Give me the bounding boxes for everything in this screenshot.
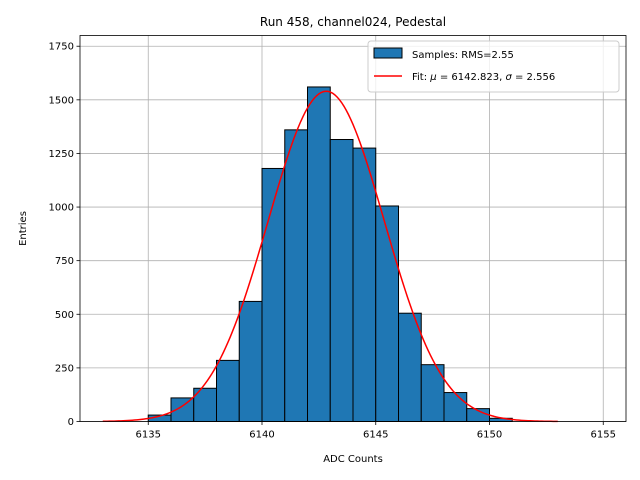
y-tick-label: 250 [55,363,74,374]
axes-frame [79,35,627,422]
x-tick-label: 6150 [477,430,502,441]
legend-fit-prefix: Fit: [412,72,430,83]
legend-fit-label: Fit: μ = 6142.823, σ = 2.556 [412,72,555,83]
x-tick-label: 6140 [249,430,274,441]
histogram-bar [352,147,377,422]
x-axis-label: ADC Counts [323,454,383,465]
histogram-bar [238,300,263,422]
y-tick-label: 1500 [49,95,74,106]
legend-box [367,40,620,93]
histogram-bar [398,312,422,423]
legend: Samples: RMS=2.55 Fit: μ = 6142.823, σ =… [367,40,620,93]
histogram-bar [170,397,195,422]
histogram-bar [216,359,240,422]
axis-ticks: 6135 6140 6145 6150 6155 0 250 500 750 1000 1250 15… [49,42,616,441]
histogram-bar [307,86,331,422]
legend-histogram-label: Samples: RMS=2.55 [412,50,514,61]
x-tick-label: 6145 [363,430,388,441]
y-tick-label: 500 [55,310,74,321]
y-tick-label: 0 [68,417,74,428]
legend-fit-mu-symbol: μ [429,72,436,83]
histogram-bar [375,205,399,422]
histogram-bar [261,167,286,422]
legend-histogram-swatch [373,47,403,59]
y-tick-label: 1000 [49,203,74,214]
y-tick-label: 1750 [49,42,74,53]
histogram-bar [284,129,308,422]
y-axis-label: Entries [18,211,29,246]
y-tick-label: 1250 [49,149,74,160]
legend-fit-mu-value: = 6142.823, [437,72,506,83]
gaussian-fit-curve [102,90,558,423]
chart-title: Run 458, channel024, Pedestal [260,15,446,29]
histogram-bars [147,86,513,423]
x-tick-label: 6155 [591,430,616,441]
histogram-bar [443,392,468,422]
y-tick-label: 750 [55,256,74,267]
histogram-bar [329,139,354,422]
legend-fit-sigma-symbol: σ [505,72,512,83]
legend-fit-sigma-value: = 2.556 [512,72,555,83]
x-tick-label: 6135 [136,430,161,441]
